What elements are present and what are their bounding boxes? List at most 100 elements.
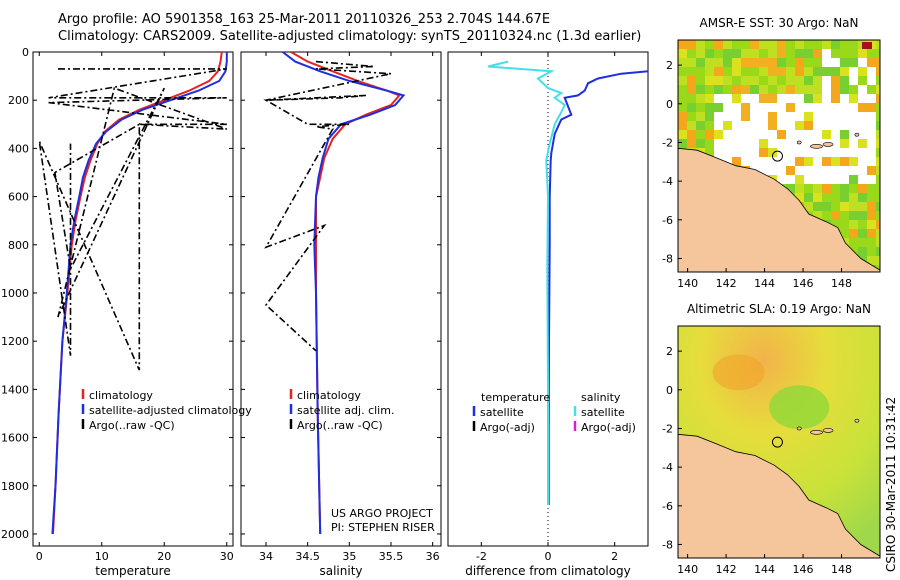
y-tick-label: 2 xyxy=(666,345,673,358)
sst-cell xyxy=(687,103,696,112)
sst-cell xyxy=(714,103,723,112)
sst-cell xyxy=(732,67,741,76)
sst-cell xyxy=(768,76,777,85)
sst-cell xyxy=(795,121,804,130)
legend-climatology-label: climatology xyxy=(297,389,361,402)
y-tick-label: 0 xyxy=(666,384,673,397)
sst-cell xyxy=(831,211,840,220)
sst-cell xyxy=(777,40,786,49)
legend-sal-satellite-label: satellite xyxy=(581,406,625,419)
pi-annotation: PI: STEPHEN RISER xyxy=(331,521,435,534)
sst-cell xyxy=(705,94,714,103)
legend-climatology-label: climatology xyxy=(89,389,153,402)
sst-cell xyxy=(759,58,768,67)
sst-cell xyxy=(696,49,705,58)
series-salinity-satellite xyxy=(487,60,566,505)
sst-cell xyxy=(849,157,858,166)
sst-cell xyxy=(777,49,786,58)
sst-cell xyxy=(831,193,840,202)
sst-cell xyxy=(867,58,876,67)
sst-cell xyxy=(858,184,867,193)
sst-cell xyxy=(705,121,714,130)
sst-cell xyxy=(687,94,696,103)
sst-cell xyxy=(876,85,880,94)
sst-cell xyxy=(750,85,759,94)
sst-cell xyxy=(840,202,849,211)
sst-cell xyxy=(840,49,849,58)
sst-cell xyxy=(804,76,813,85)
sst-cell xyxy=(822,184,831,193)
x-tick-label: 140 xyxy=(677,277,698,290)
sst-cell xyxy=(876,130,880,139)
sst-cell xyxy=(858,202,867,211)
x-tick-label: 10 xyxy=(95,550,109,563)
x-tick-label: 34 xyxy=(259,550,273,563)
sst-cell xyxy=(822,157,831,166)
island xyxy=(810,430,823,435)
sst-cell xyxy=(840,139,849,148)
y-tick-label: 0 xyxy=(666,98,673,111)
sst-cell xyxy=(786,85,795,94)
series-argo-raw-qc- xyxy=(38,68,228,371)
sst-cell xyxy=(795,67,804,76)
sst-cell xyxy=(678,40,687,49)
x-tick-label: 148 xyxy=(831,277,852,290)
sst-cell xyxy=(786,184,795,193)
sst-cell xyxy=(831,67,840,76)
sst-cell xyxy=(795,40,804,49)
sst-cell xyxy=(705,103,714,112)
sst-cell xyxy=(741,85,750,94)
x-tick-label: 36 xyxy=(426,550,440,563)
temperature-axes-frame xyxy=(32,51,234,547)
legend-argo-label: Argo(..raw -QC) xyxy=(89,419,175,432)
legend-salinity-heading: salinity xyxy=(581,391,621,404)
sst-cell xyxy=(678,130,687,139)
sst-cell xyxy=(678,139,687,148)
sst-cell xyxy=(840,58,849,67)
sst-cell xyxy=(840,85,849,94)
y-tick-label: -2 xyxy=(662,136,673,149)
sst-cell xyxy=(876,247,880,256)
salinity-legend: climatology satellite adj. clim. Argo(..… xyxy=(289,389,394,432)
sst-cell xyxy=(840,76,849,85)
x-tick-label: 0 xyxy=(545,550,552,563)
sst-cell xyxy=(831,202,840,211)
sst-cell xyxy=(723,121,732,130)
sst-cell xyxy=(786,58,795,67)
sst-cell xyxy=(723,58,732,67)
sst-cell xyxy=(777,76,786,85)
sst-cell xyxy=(867,103,876,112)
sst-cell xyxy=(705,40,714,49)
sst-cell xyxy=(732,49,741,58)
sst-cell xyxy=(750,76,759,85)
sst-cell xyxy=(795,193,804,202)
sst-cell xyxy=(759,40,768,49)
sst-cell xyxy=(768,94,777,103)
sla-orange-blob xyxy=(712,354,765,391)
land-mass xyxy=(678,433,880,558)
sst-cell xyxy=(849,238,858,247)
x-tick-label: 146 xyxy=(793,563,814,576)
sst-cell xyxy=(741,49,750,58)
sst-cell xyxy=(777,130,786,139)
sst-cell xyxy=(876,193,880,202)
sst-cell xyxy=(759,94,768,103)
sst-cell xyxy=(831,40,840,49)
sst-cell xyxy=(858,220,867,229)
temperature-xlabel: temperature xyxy=(95,564,170,578)
y-tick-label: 200 xyxy=(8,94,29,107)
sst-cell xyxy=(831,220,840,229)
y-tick-label: -2 xyxy=(662,422,673,435)
sst-cell xyxy=(768,148,777,157)
sst-cell xyxy=(678,85,687,94)
y-tick-label: 1400 xyxy=(1,383,29,396)
x-tick-label: 35 xyxy=(342,550,356,563)
sst-cell xyxy=(678,121,687,130)
x-tick-label: 146 xyxy=(793,277,814,290)
sst-cell xyxy=(723,67,732,76)
series-argo-raw-qc- xyxy=(263,60,392,352)
sst-cell xyxy=(705,49,714,58)
sst-cell xyxy=(804,67,813,76)
sla-map-frame xyxy=(677,325,881,559)
sst-cell xyxy=(858,193,867,202)
